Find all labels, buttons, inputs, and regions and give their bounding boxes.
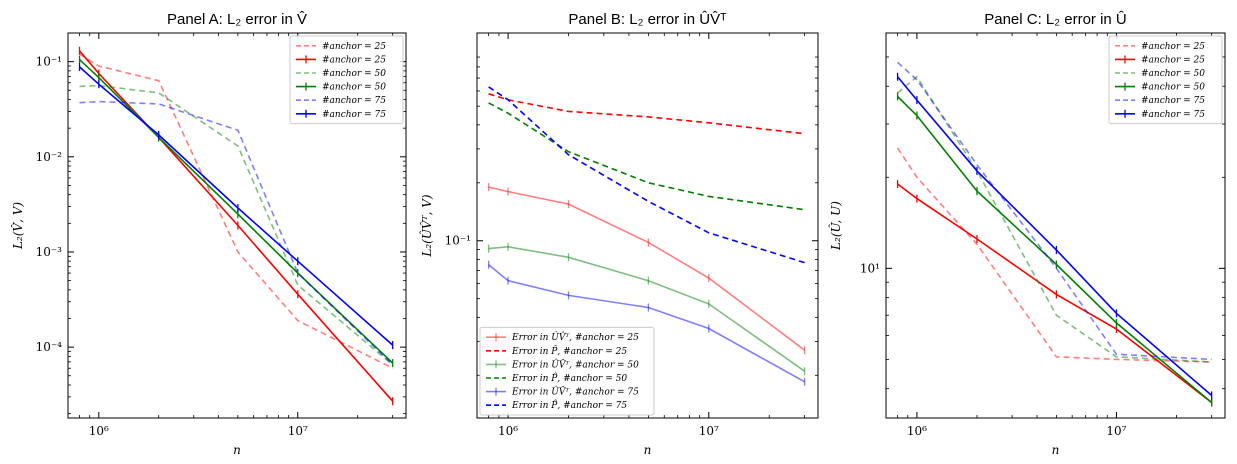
x-axis-label: n [644, 443, 652, 457]
x-tick-label: 10⁶ [907, 424, 927, 438]
x-tick-label: 10⁷ [288, 424, 308, 438]
legend-label: #anchor = 25 [1141, 42, 1205, 52]
plot-frame [885, 32, 1226, 419]
y-tick-label: 10⁻³ [36, 245, 63, 259]
x-tick-label: 10⁶ [498, 424, 518, 438]
legend-label: Error in ÛV̂ᵀ, #anchor = 75 [511, 386, 639, 398]
legend-label: #anchor = 50 [1141, 83, 1205, 93]
x-axis-label: n [1052, 443, 1060, 457]
series-line-5 [897, 61, 1212, 361]
legend-label: #anchor = 50 [322, 69, 386, 79]
legend-box [1108, 35, 1223, 125]
plot-frame [67, 32, 407, 419]
x-axis-label: n [233, 443, 241, 457]
panel-3: 10⁶ 10⁷ 10¹ Panel C: L₂ error in Û n L₂(Û, U)… [827, 11, 1226, 457]
panel-title: Panel C: L₂ error in Û [984, 11, 1127, 28]
legend-box [479, 326, 655, 416]
series-line-6 [896, 76, 1213, 397]
legend-box [289, 35, 404, 125]
series-line-3 [79, 84, 394, 366]
series-group [896, 61, 1213, 407]
y-tick-label: 10¹ [860, 261, 880, 275]
y-tick-label: 10⁻⁴ [36, 340, 63, 354]
series-line-5 [79, 100, 394, 366]
x-tick-label: 10⁶ [89, 424, 109, 438]
legend-label: #anchor = 75 [1141, 96, 1205, 106]
plot-frame [476, 32, 819, 419]
minor-ticks [477, 33, 818, 418]
legend-label: #anchor = 25 [322, 55, 386, 65]
series-group [487, 86, 806, 386]
series-line-6 [488, 86, 805, 264]
legend-label: Error in P̂, #anchor = 25 [511, 345, 627, 357]
panel-2: 10⁶ 10⁷ 10⁻¹ Panel B: L₂ error in ÛV̂ᵀ n L₂(Û… [418, 11, 819, 457]
panel-1: 10⁶ 10⁷ 10⁻⁴ 10⁻³ 10⁻² 10⁻¹ Panel A: L₂ error … [10, 11, 407, 457]
panel-title: Panel B: L₂ error in ÛV̂ᵀ [568, 11, 727, 28]
legend-label: #anchor = 75 [322, 96, 386, 106]
series-line-1 [896, 147, 1212, 363]
series-line-2 [897, 183, 1213, 404]
minor-ticks [886, 33, 1225, 418]
legend-label: Error in ÛV̂ᵀ, #anchor = 25 [511, 331, 639, 343]
series-line-1 [79, 53, 394, 369]
y-axis-label: L₂(V̂, V) [10, 202, 25, 250]
legend-label: Error in ÛV̂ᵀ, #anchor = 50 [511, 358, 639, 370]
series-line-4 [897, 95, 1213, 404]
series-group [78, 46, 394, 406]
legend-label: Error in P̂, #anchor = 75 [511, 400, 627, 412]
legend-label: #anchor = 50 [1141, 69, 1205, 79]
legend-label: #anchor = 25 [322, 42, 386, 52]
x-tick-label: 10⁷ [1106, 424, 1126, 438]
panel-title: Panel A: L₂ error in V̂ [167, 11, 307, 28]
y-axis-label: L₂(ÛV̂ᵀ, V) [418, 194, 434, 258]
series-line-3 [897, 75, 1212, 363]
y-axis-label: L₂(Û, U) [827, 201, 843, 251]
series-line-4 [78, 59, 394, 364]
y-tick-label: 10⁻¹ [445, 234, 471, 248]
legend-label: #anchor = 50 [322, 83, 386, 93]
legend-label: Error in P̂, #anchor = 50 [511, 372, 627, 384]
legend-label: #anchor = 25 [1141, 55, 1205, 65]
series-line-1 [488, 186, 806, 351]
legend: Error in ÛV̂ᵀ, #anchor = 25 Error in P̂, … [479, 326, 655, 416]
series-line-5 [488, 264, 805, 383]
series-line-4 [488, 102, 805, 211]
x-tick-label: 10⁷ [699, 424, 719, 438]
legend-label: #anchor = 75 [1141, 110, 1205, 120]
legend: #anchor = 25 #anchor = 25 #anchor = 50 #anc… [289, 35, 404, 125]
series-line-3 [488, 245, 806, 372]
series-line-6 [78, 66, 394, 346]
series-line-2 [78, 50, 394, 402]
minor-ticks [68, 33, 406, 418]
legend: #anchor = 25 #anchor = 25 #anchor = 50 #anc… [1108, 35, 1223, 125]
series-line-2 [488, 93, 805, 135]
legend-label: #anchor = 75 [322, 110, 386, 120]
y-tick-label: 10⁻¹ [36, 55, 62, 69]
y-tick-label: 10⁻² [36, 150, 63, 164]
